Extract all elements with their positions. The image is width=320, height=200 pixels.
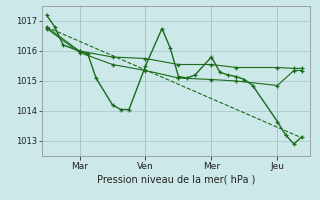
X-axis label: Pression niveau de la mer( hPa ): Pression niveau de la mer( hPa ) — [97, 175, 255, 185]
